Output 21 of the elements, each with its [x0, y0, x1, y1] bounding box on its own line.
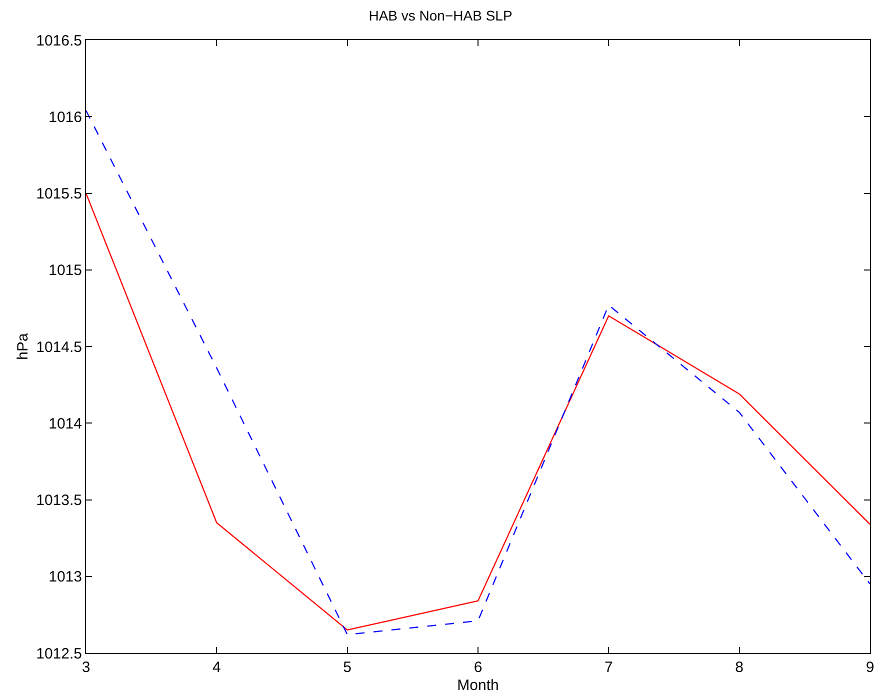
y-tick-label: 1013 [48, 568, 82, 586]
x-tick-label: 3 [82, 659, 90, 676]
x-tick-label: 7 [604, 659, 613, 676]
y-axis-title: hPa [14, 332, 32, 360]
y-tick-label: 1012.5 [36, 645, 82, 662]
y-tick-label: 1013.5 [36, 492, 82, 509]
x-tick-label: 4 [212, 659, 221, 676]
chart-title: HAB vs Non−HAB SLP [368, 7, 512, 24]
x-tick-label: 5 [343, 659, 352, 676]
x-tick-label: 9 [866, 659, 874, 676]
y-tick-label: 1016 [48, 108, 82, 126]
line-series [86, 192, 870, 631]
y-tick-label: 1015.5 [36, 186, 82, 202]
x-axis-title: Month [457, 677, 499, 694]
x-tick-label: 6 [474, 659, 482, 676]
y-tick-label: 1014.5 [36, 338, 82, 356]
y-tick-label: 1014 [48, 415, 82, 432]
x-tick-label: 8 [735, 659, 744, 676]
y-tick-label: 1016.5 [36, 32, 82, 50]
y-tick-label: 1015 [48, 262, 82, 280]
line-series [86, 110, 870, 636]
